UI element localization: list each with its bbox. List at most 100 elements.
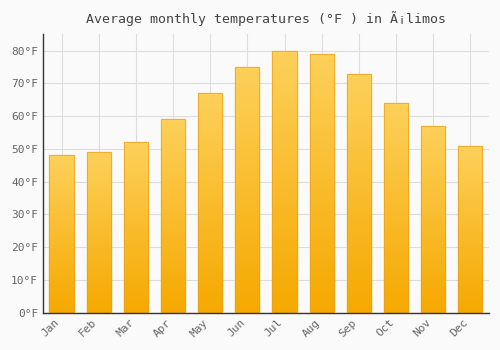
Bar: [272, 213, 296, 218]
Bar: [86, 175, 111, 178]
Bar: [198, 273, 222, 278]
Bar: [347, 121, 371, 126]
Bar: [124, 272, 148, 275]
Bar: [86, 290, 111, 293]
Bar: [421, 133, 445, 137]
Bar: [236, 141, 260, 146]
Bar: [124, 292, 148, 296]
Bar: [161, 220, 185, 224]
Bar: [272, 50, 296, 313]
Bar: [161, 123, 185, 127]
Bar: [347, 246, 371, 251]
Bar: [161, 185, 185, 189]
Bar: [272, 265, 296, 271]
Bar: [124, 183, 148, 187]
Bar: [124, 214, 148, 217]
Bar: [86, 255, 111, 258]
Bar: [384, 292, 408, 296]
Bar: [272, 166, 296, 171]
Bar: [384, 183, 408, 187]
Bar: [50, 165, 74, 168]
Bar: [236, 308, 260, 313]
Bar: [198, 300, 222, 304]
Bar: [421, 294, 445, 298]
Bar: [161, 266, 185, 270]
Bar: [384, 153, 408, 158]
Bar: [161, 119, 185, 123]
Bar: [272, 150, 296, 155]
Bar: [384, 103, 408, 313]
Bar: [310, 54, 334, 59]
Bar: [421, 231, 445, 234]
Bar: [198, 128, 222, 133]
Bar: [347, 97, 371, 102]
Bar: [50, 300, 74, 303]
Bar: [384, 212, 408, 216]
Bar: [198, 229, 222, 233]
Bar: [310, 245, 334, 251]
Bar: [421, 223, 445, 227]
Bar: [458, 286, 482, 289]
Bar: [272, 197, 296, 203]
Bar: [198, 93, 222, 98]
Bar: [124, 200, 148, 204]
Bar: [86, 219, 111, 223]
Bar: [421, 208, 445, 212]
Bar: [124, 220, 148, 224]
Bar: [458, 273, 482, 276]
Bar: [124, 153, 148, 156]
Bar: [458, 276, 482, 279]
Bar: [161, 212, 185, 216]
Bar: [272, 286, 296, 292]
Bar: [384, 237, 408, 241]
Bar: [384, 262, 408, 266]
Bar: [347, 208, 371, 212]
Bar: [198, 198, 222, 203]
Bar: [272, 161, 296, 166]
Bar: [347, 198, 371, 203]
Bar: [384, 174, 408, 179]
Bar: [50, 240, 74, 244]
Bar: [161, 301, 185, 305]
Bar: [310, 225, 334, 230]
Bar: [384, 103, 408, 107]
Bar: [236, 86, 260, 91]
Bar: [86, 274, 111, 277]
Bar: [272, 66, 296, 71]
Bar: [236, 175, 260, 180]
Bar: [458, 259, 482, 262]
Bar: [198, 256, 222, 260]
Bar: [50, 168, 74, 171]
Bar: [236, 303, 260, 308]
Bar: [124, 279, 148, 282]
Bar: [198, 137, 222, 141]
Bar: [161, 131, 185, 135]
Bar: [198, 124, 222, 128]
Title: Average monthly temperatures (°F ) in Ã¡limos: Average monthly temperatures (°F ) in Ã¡…: [86, 11, 446, 26]
Bar: [310, 85, 334, 90]
Bar: [272, 50, 296, 56]
Bar: [384, 304, 408, 308]
Bar: [421, 283, 445, 287]
Bar: [86, 271, 111, 274]
Bar: [347, 174, 371, 179]
Bar: [50, 297, 74, 300]
Bar: [421, 197, 445, 201]
Bar: [347, 255, 371, 260]
Bar: [86, 287, 111, 290]
Bar: [236, 82, 260, 86]
Bar: [384, 107, 408, 111]
Bar: [86, 184, 111, 188]
Bar: [458, 216, 482, 219]
Bar: [161, 216, 185, 220]
Bar: [198, 251, 222, 256]
Bar: [310, 276, 334, 282]
Bar: [50, 278, 74, 281]
Bar: [384, 116, 408, 120]
Bar: [161, 208, 185, 212]
Bar: [86, 300, 111, 303]
Bar: [198, 163, 222, 168]
Bar: [161, 119, 185, 313]
Bar: [198, 194, 222, 198]
Bar: [458, 289, 482, 293]
